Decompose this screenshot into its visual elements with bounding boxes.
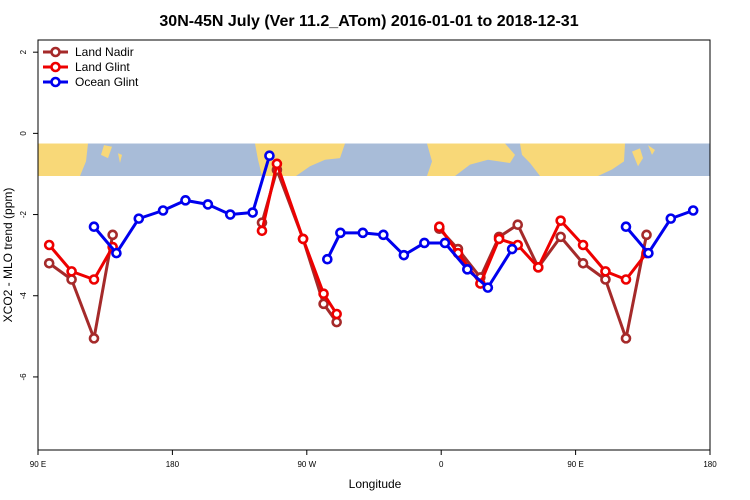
map-land-shape [427, 143, 515, 176]
data-point [555, 231, 566, 243]
chart-title: 30N-45N July (Ver 11.2_ATom) 2016-01-01 … [159, 13, 578, 30]
map-land-shape [101, 145, 112, 159]
data-point [88, 333, 100, 344]
map-land-shape [632, 148, 643, 167]
data-point [66, 266, 77, 277]
data-point [271, 158, 283, 170]
data-point [439, 237, 451, 249]
map-band [38, 143, 710, 176]
legend-item: Land Nadir [43, 45, 134, 59]
x-axis: 90 E 180 90 W 0 90 E 180 [30, 450, 717, 469]
data-point [256, 225, 268, 237]
series-line [48, 234, 115, 340]
map-land-shape [118, 153, 122, 163]
data-point [107, 229, 118, 241]
data-point [335, 227, 346, 239]
legend-swatch-marker [50, 76, 61, 88]
y-tick-label: -6 [19, 373, 28, 381]
data-point [88, 221, 100, 233]
series-land-nadir [43, 164, 652, 344]
data-point [43, 239, 55, 251]
map-land-shape [38, 143, 88, 176]
x-tick-label: 90 E [30, 460, 46, 469]
series-line [48, 244, 114, 282]
y-tick-label: 2 [19, 49, 28, 54]
data-point [620, 333, 632, 344]
data-point [482, 282, 494, 293]
data-point [600, 266, 611, 277]
plot-frame [37, 39, 711, 451]
y-tick-label: -4 [19, 292, 28, 300]
data-point [264, 150, 275, 161]
legend-swatch-marker [50, 46, 61, 58]
y-axis: -6 -4 -2 0 2 [19, 49, 38, 380]
data-point [577, 257, 589, 269]
legend-item: Land Glint [43, 60, 130, 74]
data-point [577, 239, 589, 251]
y-tick-label: -2 [19, 210, 28, 218]
legend-item: Ocean Glint [43, 75, 139, 89]
data-point [687, 205, 699, 216]
data-point [331, 308, 342, 320]
data-point [66, 274, 77, 285]
series-line [624, 209, 694, 255]
x-tick-label: 0 [439, 460, 444, 469]
data-point [512, 219, 524, 231]
data-point [493, 233, 505, 245]
data-point [202, 199, 214, 210]
series-line [325, 231, 514, 290]
map-band-land [38, 143, 655, 176]
data-point [620, 221, 632, 233]
x-tick-label: 180 [166, 460, 180, 469]
map-land-shape [648, 145, 655, 155]
data-point [157, 205, 169, 216]
x-tick-label: 180 [703, 460, 717, 469]
series-layer [43, 150, 699, 344]
data-point [322, 253, 333, 265]
data-point [419, 237, 430, 249]
map-land-shape [520, 143, 625, 176]
x-tick-label: 90 E [567, 460, 583, 469]
x-tick-label: 90 W [297, 460, 316, 469]
y-tick-label: 0 [19, 131, 28, 136]
data-point [398, 249, 410, 261]
data-point [297, 233, 309, 245]
data-point [555, 215, 566, 226]
data-point [434, 221, 445, 233]
data-point [462, 264, 473, 275]
data-point [318, 288, 329, 300]
data-point [133, 213, 145, 224]
y-axis-label: XCO2 - MLO trend (ppm) [1, 188, 15, 323]
data-point [88, 274, 100, 285]
data-point [378, 229, 389, 241]
series-ocean-glint [88, 150, 699, 293]
data-point [331, 316, 342, 328]
legend-label: Land Glint [75, 60, 130, 74]
data-point [357, 227, 369, 239]
data-point [224, 209, 236, 220]
series-line [438, 223, 649, 340]
data-point [620, 274, 632, 285]
data-point [318, 298, 329, 310]
data-point [180, 195, 191, 206]
data-point [643, 247, 654, 259]
legend-label: Ocean Glint [75, 75, 139, 89]
x-axis-label: Longitude [349, 477, 402, 491]
data-point [600, 274, 611, 285]
data-point [506, 243, 518, 255]
data-point [247, 207, 258, 218]
legend-swatch-marker [50, 61, 61, 73]
series-line [438, 219, 648, 286]
data-point [532, 262, 544, 273]
data-point [111, 247, 122, 259]
data-point [43, 257, 55, 269]
data-point [665, 213, 677, 224]
legend-label: Land Nadir [75, 45, 134, 59]
data-point [641, 229, 652, 241]
